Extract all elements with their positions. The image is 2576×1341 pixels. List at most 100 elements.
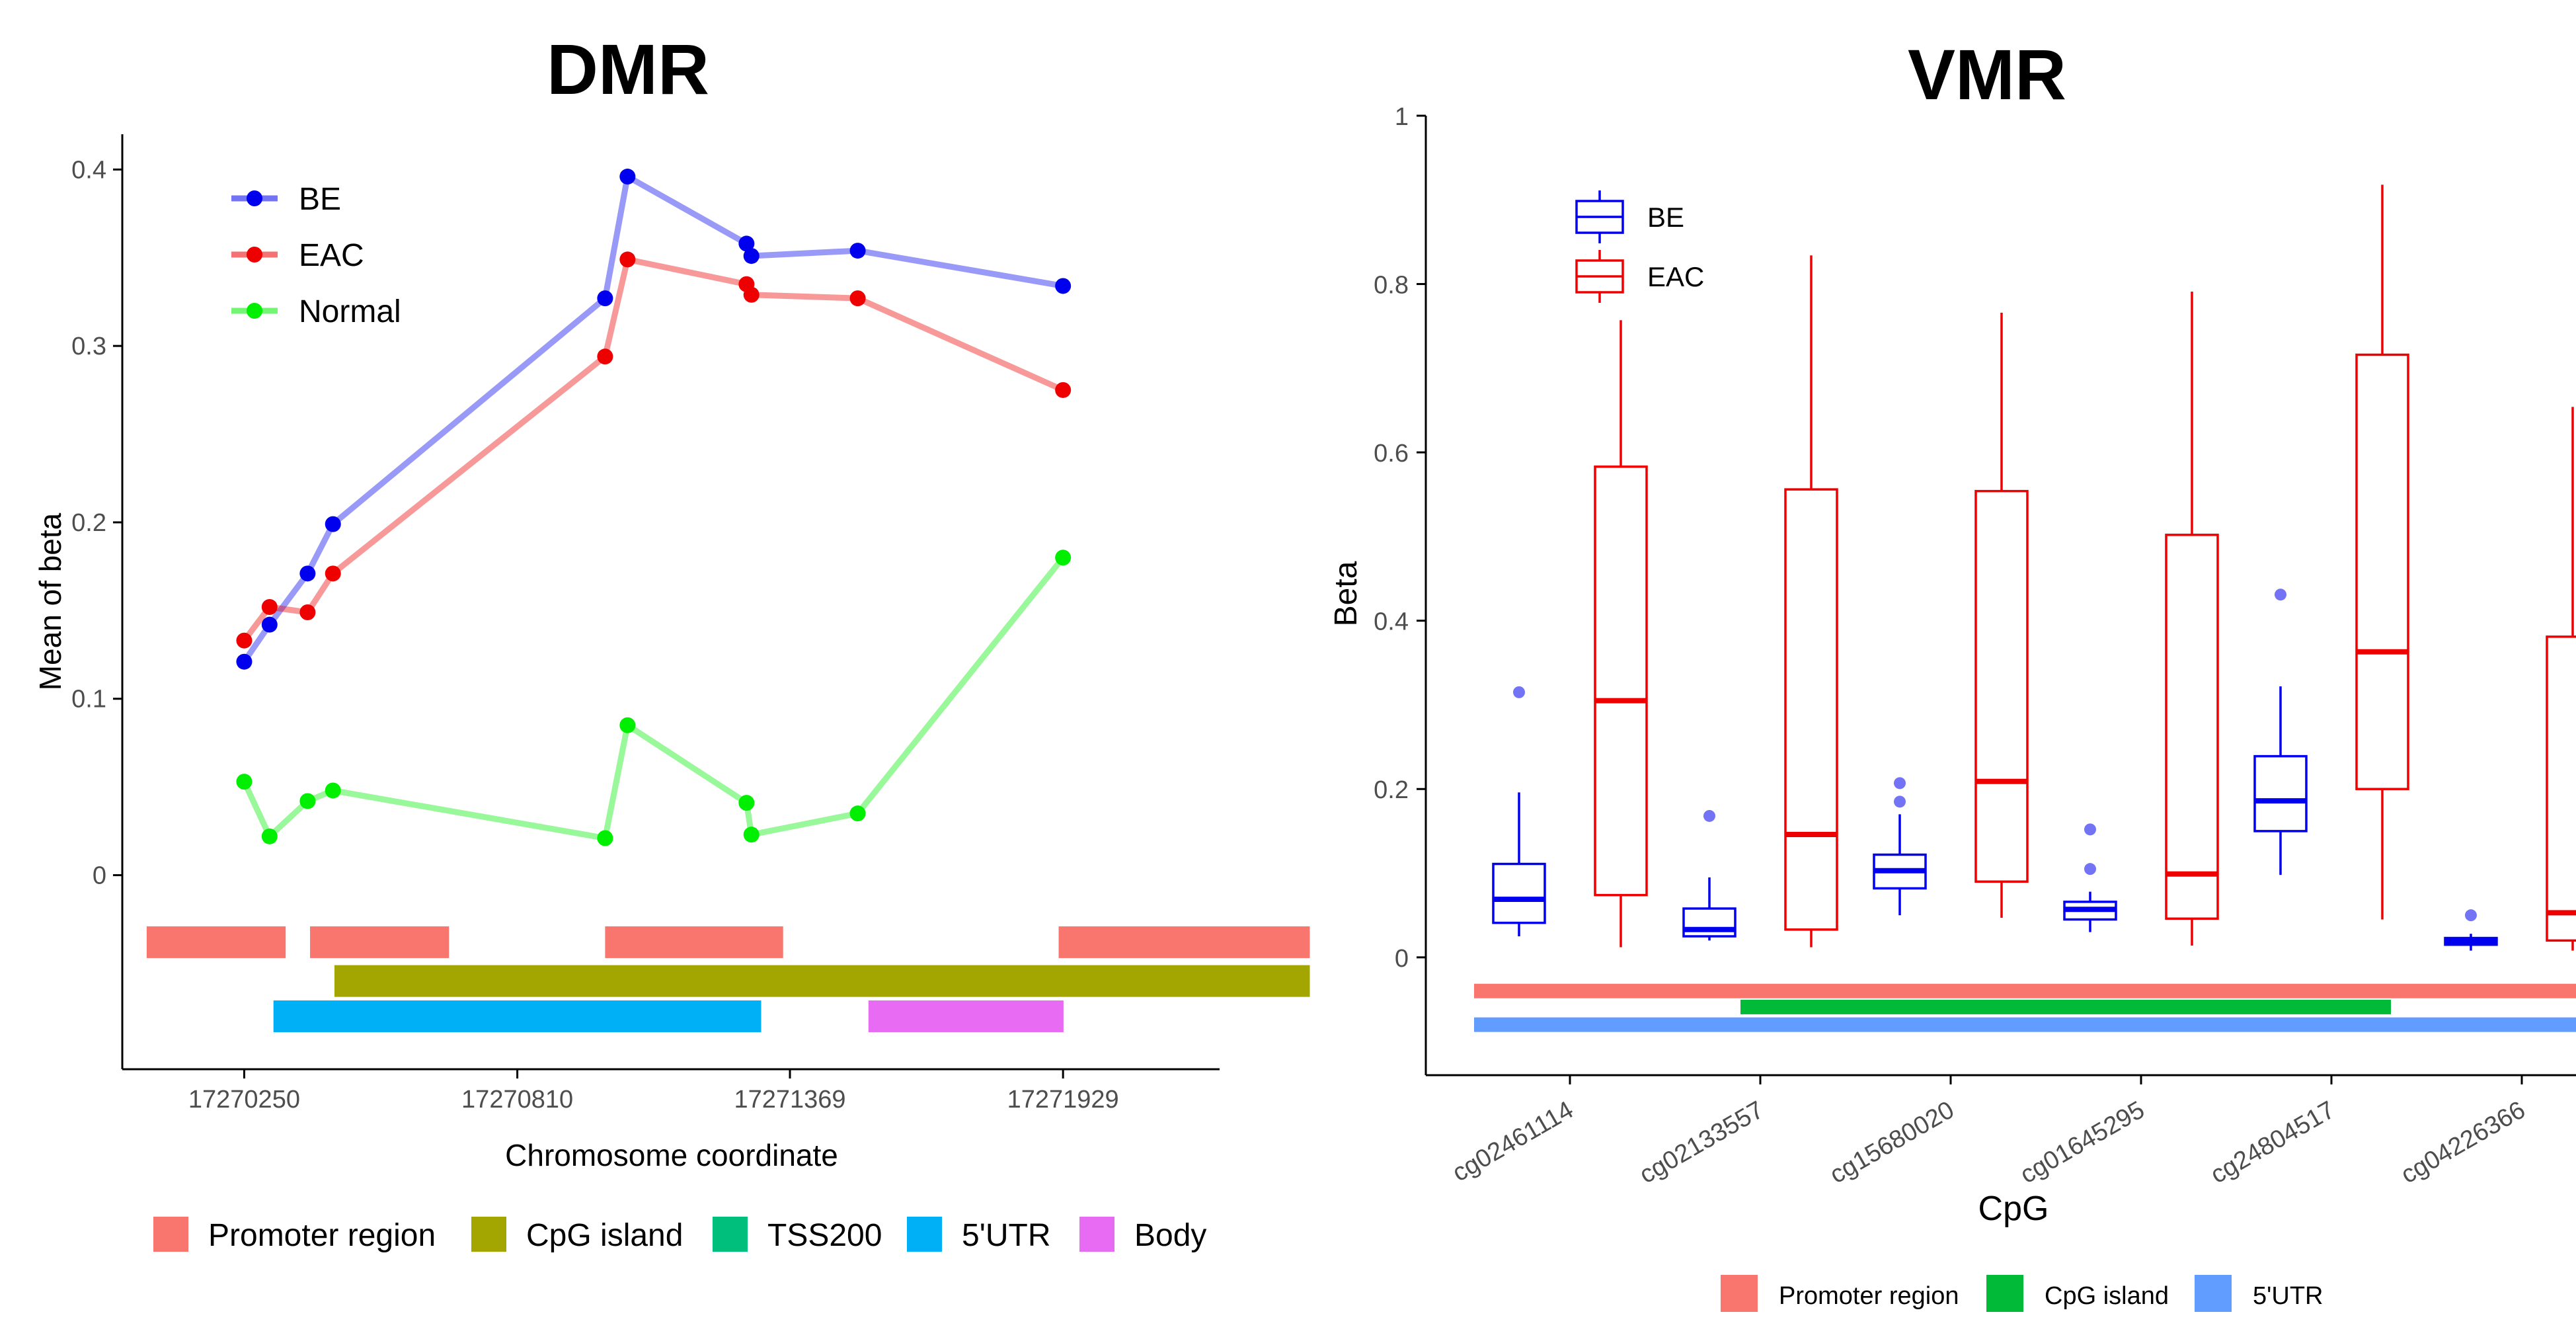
vmr-x-ticks: cg02461114 cg02133557 cg15680020 cg01645295… <box>1448 1075 2530 1189</box>
dmr-panel: DMR 0 0.1 0.2 0.3 0.4 17270250 17270810 172713… <box>33 29 1310 1253</box>
vmr-box-be-cg24804517 <box>2253 589 2308 875</box>
vmr-annotation-tracks <box>1474 983 2576 1032</box>
vmr-box-outlier <box>2275 589 2286 601</box>
dmr-legend-label-normal: Normal <box>299 294 401 329</box>
dmr-legend-marker-be <box>247 190 262 206</box>
dmr-point-eac <box>261 599 278 616</box>
dmr-point-be <box>738 235 755 252</box>
dmr-track-cpg-island-4 <box>334 965 1310 997</box>
vmr-track-legend-swatch-5-utr <box>2195 1275 2232 1312</box>
dmr-track-legend-label-tss200: TSS200 <box>767 1218 882 1253</box>
vmr-box-outlier <box>1894 777 1906 790</box>
vmr-box-eac-cg04226366 <box>2546 407 2576 951</box>
vmr-box-eac-cg15680020 <box>1974 312 2029 918</box>
dmr-x-tick-label: 17271369 <box>734 1086 845 1114</box>
dmr-y-tick-label: 0.2 <box>71 509 106 537</box>
vmr-box-outlier <box>2084 863 2096 875</box>
vmr-box-eac-cg02461114 <box>1594 320 1648 948</box>
dmr-point-be <box>1055 278 1072 294</box>
dmr-point-eac <box>325 565 341 582</box>
dmr-x-tick-label: 17270250 <box>188 1086 300 1114</box>
dmr-line-normal <box>241 555 1066 841</box>
dmr-point-normal <box>299 793 316 809</box>
vmr-box-outlier <box>1894 795 1906 808</box>
dmr-point-normal <box>236 774 253 790</box>
dmr-x-ticks: 17270250 17270810 17271369 17271929 <box>188 1069 1119 1114</box>
dmr-track-body-6 <box>868 1000 1064 1032</box>
dmr-y-ticks: 0 0.1 0.2 0.3 0.4 <box>71 156 122 890</box>
dmr-legend-label-be: BE <box>299 182 341 217</box>
vmr-track-5-utr <box>1474 1017 2576 1032</box>
dmr-point-be <box>261 616 278 633</box>
dmr-point-normal <box>849 805 866 822</box>
vmr-y-tick-label: 1 <box>1395 103 1409 131</box>
vmr-box-body <box>1784 488 1838 931</box>
vmr-y-tick-label: 0.2 <box>1374 776 1409 804</box>
vmr-x-tick-label: cg24804517 <box>2206 1096 2339 1189</box>
vmr-box-be-cg01645295 <box>2063 823 2117 932</box>
vmr-y-tick-label: 0.4 <box>1374 608 1409 636</box>
vmr-x-tick-label: cg01645295 <box>2015 1096 2149 1189</box>
vmr-x-tick-label: cg02133557 <box>1635 1096 1768 1189</box>
dmr-y-tick-label: 0 <box>93 862 106 890</box>
dmr-track-legend-swatch-cpg-island <box>471 1217 506 1252</box>
dmr-legend-label-eac: EAC <box>299 238 364 273</box>
vmr-y-tick-label: 0.8 <box>1374 272 1409 300</box>
dmr-point-eac <box>849 290 866 307</box>
vmr-track-legend-label-promoter-region: Promoter region <box>1779 1282 1959 1310</box>
dmr-title: DMR <box>547 29 709 109</box>
dmr-y-tick-label: 0.1 <box>71 686 106 713</box>
dmr-point-eac <box>619 251 636 268</box>
dmr-point-be <box>597 290 613 307</box>
vmr-boxplots <box>1492 184 2576 951</box>
dmr-track-legend-swatch-tss200 <box>713 1217 748 1252</box>
dmr-point-normal <box>597 830 613 846</box>
vmr-track-legend-swatch-cpg-island <box>1986 1275 2023 1312</box>
dmr-track-legend-label-body: Body <box>1134 1218 1206 1253</box>
vmr-track-legend: Promoter region CpG island 5'UTR <box>1721 1275 2323 1312</box>
vmr-title: VMR <box>1908 34 2066 114</box>
dmr-track-promoter-region-3 <box>1058 926 1310 958</box>
dmr-point-normal <box>1055 549 1072 566</box>
vmr-box-be-cg15680020 <box>1873 777 1927 916</box>
vmr-box-body <box>2253 754 2308 833</box>
dmr-point-eac <box>1055 382 1072 398</box>
dmr-track-legend-label-promoter-region: Promoter region <box>208 1218 436 1253</box>
vmr-track-legend-swatch-promoter-region <box>1721 1275 1758 1312</box>
vmr-box-body <box>2165 534 2219 920</box>
dmr-point-normal <box>738 795 755 811</box>
dmr-series-legend: BE EAC Normal <box>231 182 401 329</box>
dmr-x-axis-label: Chromosome coordinate <box>505 1138 838 1172</box>
vmr-box-eac-cg02133557 <box>1784 255 1838 948</box>
vmr-legend-label-be: BE <box>1647 202 1684 233</box>
dmr-line-eac <box>241 256 1065 643</box>
vmr-track-promoter-region <box>1474 983 2576 998</box>
dmr-track-legend-swatch-5-utr <box>907 1217 942 1252</box>
dmr-point-be <box>849 243 866 259</box>
dmr-track-legend-swatch-body <box>1079 1217 1114 1252</box>
dmr-point-normal <box>743 827 760 843</box>
dmr-point-normal <box>619 717 636 733</box>
dmr-y-tick-label: 0.4 <box>71 156 106 184</box>
dmr-point-eac <box>299 604 316 621</box>
dmr-track-legend-label-cpg-island: CpG island <box>526 1218 683 1253</box>
vmr-box-outlier <box>2084 823 2096 836</box>
dmr-point-be <box>299 565 316 582</box>
vmr-y-axis-label: Beta <box>1329 561 1364 626</box>
vmr-series-legend: BE EAC <box>1575 190 1704 303</box>
vmr-track-legend-label-5-utr: 5'UTR <box>2253 1282 2323 1310</box>
dmr-point-be <box>325 516 341 532</box>
vmr-y-tick-label: 0.6 <box>1374 440 1409 467</box>
vmr-box-be-cg04226366 <box>2444 909 2498 951</box>
vmr-y-ticks: 0 0.2 0.4 0.6 0.8 1 <box>1374 103 1426 973</box>
vmr-track-legend-label-cpg-island: CpG island <box>2045 1282 2169 1310</box>
dmr-legend-marker-eac <box>247 247 262 263</box>
vmr-y-tick-label: 0 <box>1395 945 1409 973</box>
dmr-track-legend-swatch-promoter-region <box>153 1217 188 1252</box>
dmr-track-promoter-region-1 <box>310 926 449 958</box>
dmr-track-promoter-region-0 <box>146 926 286 958</box>
vmr-x-axis-label: CpG <box>1978 1190 2049 1228</box>
dmr-x-tick-label: 17271929 <box>1007 1086 1119 1114</box>
dmr-point-normal <box>325 782 341 799</box>
